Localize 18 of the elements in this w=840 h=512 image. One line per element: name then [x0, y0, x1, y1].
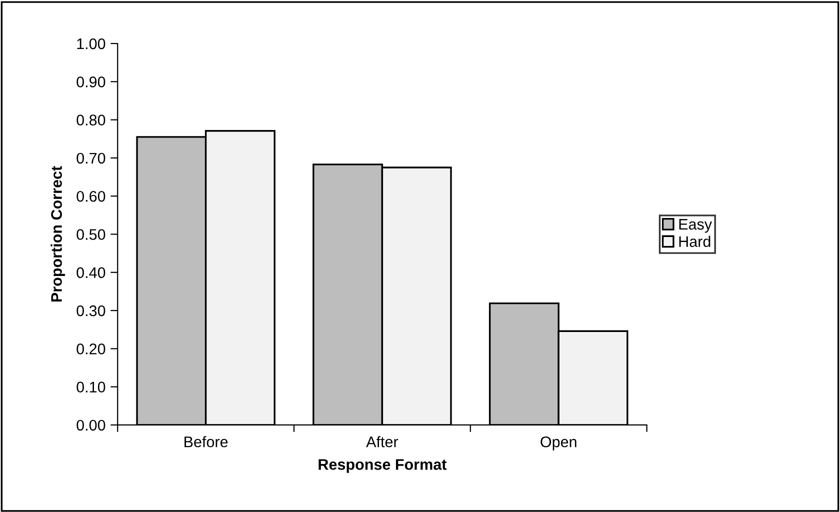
y-tick-label: 0.50	[76, 229, 106, 240]
y-tick-label: 1.00	[77, 38, 106, 50]
legend-label: Hard	[679, 236, 710, 247]
legend-label: Easy	[679, 219, 712, 233]
y-tick-label: 0.10	[76, 382, 106, 392]
y-tick-label: 0.30	[76, 305, 106, 316]
x-tick-label: Open	[540, 436, 576, 450]
x-tick-label: After	[366, 436, 398, 448]
y-tick-label: 0.80	[76, 114, 106, 126]
y-tick-label: 0.60	[76, 190, 106, 202]
y-tick-label: 0.40	[76, 267, 106, 278]
y-tick-label: 0.90	[76, 76, 106, 88]
x-tick-label: Before	[184, 436, 228, 448]
y-tick-label: 0.70	[76, 152, 106, 164]
y-tick-label: 0.20	[76, 344, 106, 354]
y-tick-label: 0.00	[76, 420, 106, 431]
y-axis-title: Proportion Correct	[50, 166, 65, 302]
x-axis-title: Response Format	[318, 459, 447, 473]
